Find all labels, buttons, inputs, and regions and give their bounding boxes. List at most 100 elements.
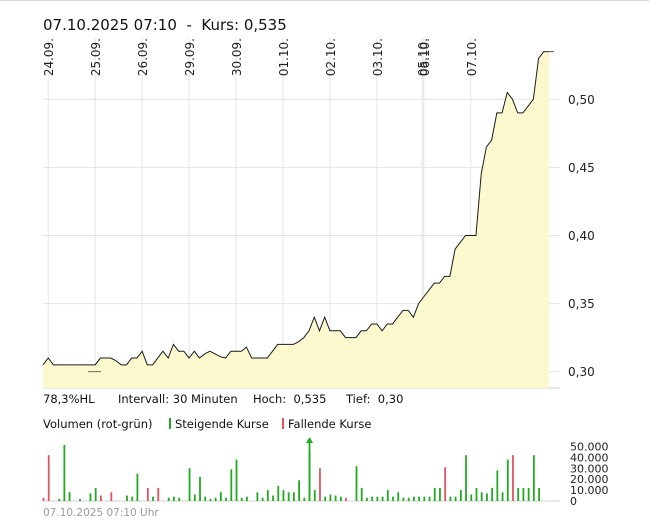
volume-bar: [199, 477, 201, 501]
volume-bar: [402, 497, 405, 501]
volume-bar: [480, 492, 483, 501]
legend-rising-label: Steigende Kurse: [175, 417, 269, 431]
volume-bar: [173, 496, 175, 501]
falling-swatch: [282, 418, 284, 429]
legend-rising: Steigende Kurse: [169, 417, 269, 431]
volume-bar: [381, 496, 384, 501]
volume-bar: [256, 492, 259, 501]
volume-y-tick-label: 0: [570, 495, 577, 508]
volume-bar: [407, 497, 410, 501]
price-line: [42, 51, 549, 366]
volume-bar: [99, 495, 102, 501]
volume-bar: [423, 496, 426, 501]
date-x-tick-label: 26.09.: [136, 38, 150, 76]
volume-bar: [538, 487, 540, 501]
volume-overflow-arrow: [306, 437, 314, 443]
volume-bar: [209, 498, 212, 501]
date-x-tick-label: 24.09.: [42, 38, 56, 76]
volume-bar: [308, 441, 311, 501]
price-y-tick-label: 0,50: [568, 93, 595, 107]
intervall-text: Intervall: 30 Minuten: [118, 392, 238, 406]
rising-swatch: [169, 418, 171, 429]
volume-bar: [261, 497, 264, 501]
volume-bar: [506, 459, 509, 501]
volume-bar: [470, 494, 473, 501]
header-kurs-label: Kurs:: [201, 16, 240, 34]
volume-bar: [449, 496, 452, 501]
hl-value: 78,3%HL: [43, 392, 95, 406]
price-y-tick-label: 0,45: [568, 161, 595, 175]
volume-bar: [240, 497, 243, 501]
volume-bar: [58, 498, 61, 501]
price-y-tick-label: 0,40: [568, 229, 595, 243]
volume-bar: [272, 495, 274, 501]
date-x-tick-label: 05.10.: [416, 38, 430, 76]
volume-bar: [355, 466, 358, 501]
volume-y-tick-label: 10.000: [570, 484, 609, 497]
volume-bar: [428, 496, 431, 501]
volume-bar: [277, 485, 280, 501]
volume-bar: [246, 496, 248, 501]
volume-bar: [47, 455, 50, 501]
volume-bar: [491, 487, 494, 501]
volume-bar: [42, 497, 45, 501]
top-border: [0, 0, 649, 1]
tief-label: Tief:: [346, 392, 371, 406]
header-datetime: 07.10.2025 07:10: [43, 16, 177, 34]
price-y-tick-label: 0,30: [568, 365, 595, 379]
volume-bar: [266, 490, 269, 501]
price-area-fill: [43, 51, 549, 389]
date-x-tick-label: 01.10.: [277, 38, 291, 76]
volume-bar: [360, 487, 363, 501]
legend-falling: Fallende Kurse: [282, 417, 371, 431]
date-x-tick-label: 07.10.: [465, 38, 479, 76]
volume-y-tick-label: 50.000: [570, 440, 609, 453]
date-x-tick-label: 30.09.: [230, 38, 244, 76]
volume-bar: [230, 469, 233, 501]
hoch-stat: Hoch: 0,535: [253, 392, 326, 406]
volume-bar: [418, 496, 420, 501]
volume-bar: [339, 496, 342, 501]
volume-bar: [167, 497, 170, 501]
volume-bar: [204, 496, 207, 501]
hoch-value: 0,535: [293, 392, 327, 406]
volume-bar: [486, 493, 488, 501]
date-x-tick-label: 25.09.: [89, 38, 103, 76]
volume-bar: [235, 459, 238, 501]
header-separator: -: [186, 16, 192, 34]
volume-bar: [512, 455, 514, 501]
volume-bar: [89, 493, 92, 501]
volume-bar: [465, 455, 467, 501]
date-x-tick-label: 03.10.: [371, 38, 385, 76]
volume-bar: [68, 492, 71, 501]
volume-bar: [188, 468, 191, 501]
header-kurs-value: 0,535: [243, 16, 287, 34]
volume-bar: [131, 496, 134, 501]
volume-bar: [298, 480, 301, 501]
volume-bar: [193, 494, 196, 501]
volume-y-tick-label: 30.000: [570, 462, 609, 475]
date-x-tick-label: 02.10.: [324, 38, 338, 76]
volume-bar: [225, 497, 227, 501]
volume-bar: [214, 497, 217, 501]
footer-timestamp: 07.10.2025 07:10 Uhr: [43, 507, 159, 519]
volume-bar: [282, 490, 285, 501]
volume-bar: [79, 498, 81, 501]
tief-value: 0,30: [377, 392, 404, 406]
volume-bar: [157, 487, 160, 501]
volume-bar: [287, 492, 290, 501]
volume-bar: [454, 496, 457, 501]
volume-bar: [94, 487, 97, 501]
volume-bar: [219, 492, 222, 501]
volume-bar: [501, 492, 504, 501]
volume-bar: [371, 496, 374, 501]
volume-bar: [345, 497, 347, 501]
volume-bar: [392, 496, 394, 501]
volume-bar: [313, 490, 316, 501]
volume-y-tick-label: 40.000: [570, 451, 609, 464]
tief-stat: Tief: 0,30: [346, 392, 403, 406]
volume-y-tick-label: 20.000: [570, 473, 609, 486]
volume-bar: [532, 455, 535, 501]
volume-bar: [329, 494, 332, 501]
date-x-tick-label: 29.09.: [183, 38, 197, 76]
